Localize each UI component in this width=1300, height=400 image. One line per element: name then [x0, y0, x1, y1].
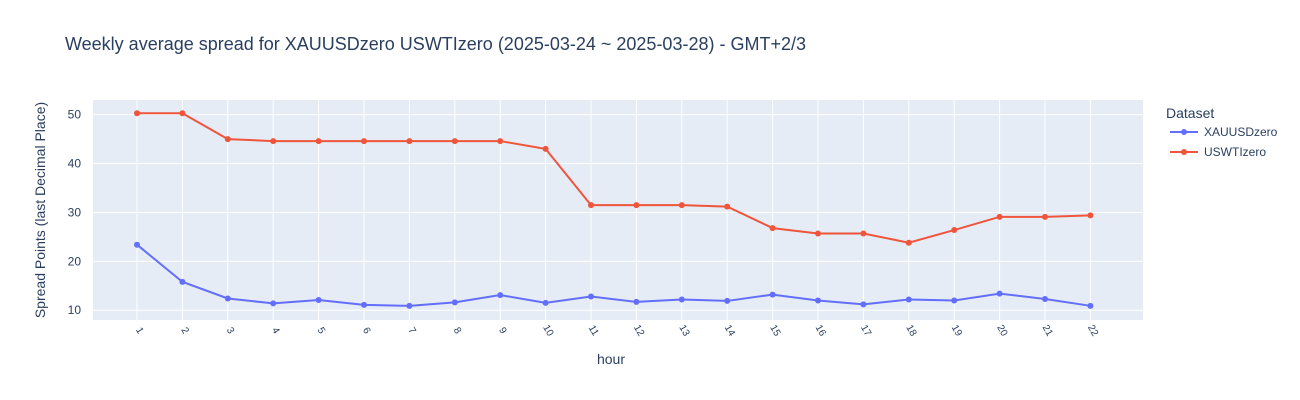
data-point[interactable] [996, 213, 1003, 220]
data-point[interactable] [996, 290, 1003, 297]
legend-label: USWTIzero [1204, 145, 1266, 159]
y-tick-label: 10 [68, 303, 82, 317]
x-tick-label: 9 [496, 326, 509, 337]
data-point[interactable] [905, 239, 912, 246]
x-tick-label: 12 [631, 323, 646, 339]
data-point[interactable] [270, 300, 277, 307]
series-line [136, 243, 1091, 307]
data-point[interactable] [179, 110, 186, 117]
data-point[interactable] [542, 145, 549, 152]
x-tick-label: 1 [133, 326, 146, 337]
x-tick-label: 3 [224, 326, 237, 337]
x-tick-label: 16 [813, 323, 828, 339]
data-point[interactable] [270, 138, 277, 145]
data-point[interactable] [815, 297, 821, 304]
data-point[interactable] [951, 297, 958, 304]
data-point[interactable] [1042, 295, 1048, 302]
series-layer [134, 110, 1094, 309]
data-point[interactable] [361, 138, 367, 145]
data-point[interactable] [542, 299, 549, 306]
plot-area [93, 100, 1143, 320]
series-USWTIzero [134, 110, 1094, 246]
data-point[interactable] [588, 293, 594, 300]
x-tick-label: 13 [676, 323, 691, 339]
x-tick-label: 15 [767, 323, 782, 339]
legend-label: XAUUSDzero [1204, 125, 1278, 139]
data-point[interactable] [678, 296, 685, 303]
data-point[interactable] [769, 225, 776, 232]
data-point[interactable] [224, 136, 231, 143]
x-tick-label: 18 [903, 323, 918, 339]
grid-lines [93, 100, 1143, 320]
x-tick-label: 22 [1085, 323, 1100, 339]
x-tick-label: 5 [315, 326, 328, 337]
legend-marker [1181, 129, 1187, 135]
y-tick-label: 30 [68, 205, 82, 219]
data-point[interactable] [633, 202, 640, 209]
data-point[interactable] [1042, 213, 1048, 220]
data-point[interactable] [724, 203, 731, 210]
x-tick-label: 8 [451, 326, 464, 337]
x-tick-label: 20 [994, 323, 1009, 339]
y-tick-label: 50 [68, 108, 82, 122]
legend-title: Dataset [1166, 105, 1214, 121]
legend-items[interactable]: XAUUSDzero USWTIzero [1170, 125, 1278, 159]
x-tick-label: 2 [178, 326, 191, 337]
x-tick-label: 21 [1040, 323, 1055, 339]
data-point[interactable] [315, 296, 322, 303]
data-point[interactable] [905, 296, 912, 303]
x-tick-label: 19 [949, 323, 964, 339]
data-point[interactable] [497, 138, 504, 145]
data-point[interactable] [678, 202, 685, 209]
data-point[interactable] [224, 295, 231, 302]
data-point[interactable] [815, 230, 821, 237]
data-point[interactable] [951, 227, 958, 234]
x-tick-label: 4 [269, 326, 282, 337]
data-point[interactable] [451, 299, 458, 306]
x-axis-ticks: 1 2 3 4 5 6 7 8 9 10 11 12 13 14 15 16 17 18 19 20 21 22 [133, 323, 1100, 339]
data-point[interactable] [134, 241, 140, 248]
data-point[interactable] [860, 230, 867, 237]
series-XAUUSDzero [134, 241, 1094, 309]
data-point[interactable] [406, 302, 413, 309]
x-tick-label: 10 [540, 323, 555, 339]
data-point[interactable] [497, 292, 504, 299]
data-point[interactable] [361, 301, 367, 308]
x-tick-label: 11 [586, 324, 601, 339]
legend-marker [1181, 149, 1187, 155]
x-axis-title: hour [597, 351, 625, 367]
legend-item-USWTIzero[interactable]: USWTIzero [1170, 145, 1266, 159]
data-point[interactable] [1087, 212, 1094, 219]
x-tick-label: 14 [722, 323, 737, 339]
data-point[interactable] [134, 110, 140, 117]
x-tick-label: 7 [405, 326, 418, 337]
data-point[interactable] [860, 301, 867, 308]
series-line [137, 112, 1091, 244]
legend-item-XAUUSDzero[interactable]: XAUUSDzero [1170, 125, 1278, 139]
x-tick-label: 17 [858, 323, 873, 339]
data-point[interactable] [451, 138, 458, 145]
legend[interactable]: Dataset XAUUSDzero USWTIzero [1166, 105, 1278, 159]
data-point[interactable] [179, 278, 186, 285]
data-point[interactable] [1087, 302, 1094, 309]
data-point[interactable] [724, 297, 731, 304]
data-point[interactable] [406, 138, 413, 145]
y-tick-label: 20 [68, 254, 82, 268]
data-point[interactable] [588, 202, 594, 209]
y-tick-label: 40 [68, 157, 82, 171]
y-axis-title: Spread Points (last Decimal Place) [32, 102, 48, 318]
data-point[interactable] [769, 291, 776, 298]
chart-title: Weekly average spread for XAUUSDzero USW… [65, 34, 806, 54]
data-point[interactable] [633, 298, 640, 305]
data-point[interactable] [315, 138, 322, 145]
x-tick-label: 6 [360, 326, 373, 337]
y-axis-ticks: 10 20 30 40 50 [68, 108, 82, 318]
